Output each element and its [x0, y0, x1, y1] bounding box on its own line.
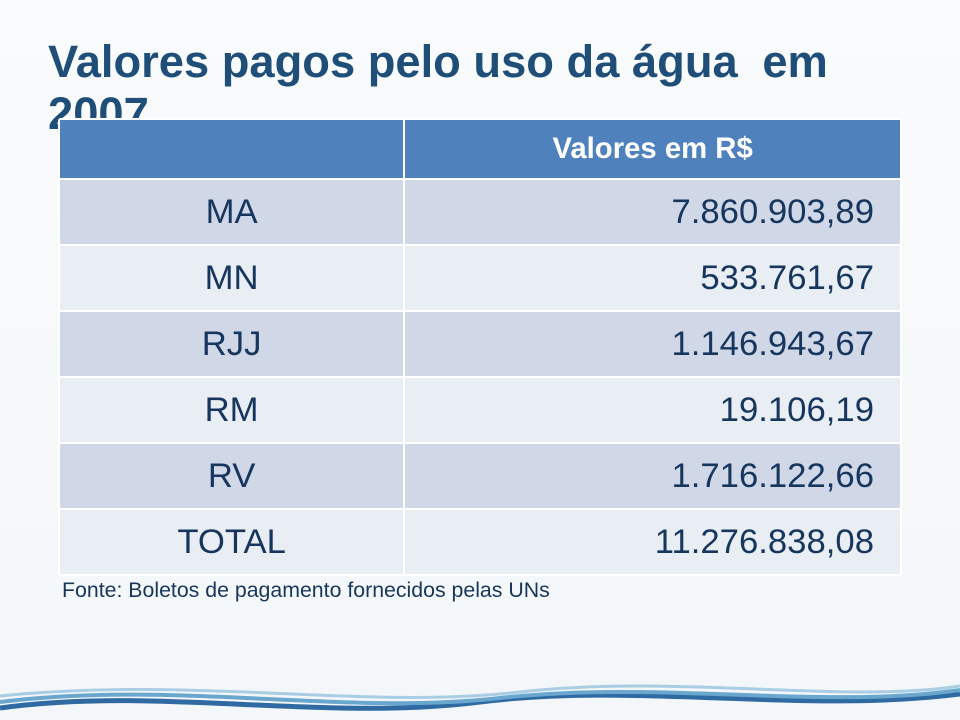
table-row: RM 19.106,19 [59, 377, 901, 443]
row-value: 19.106,19 [404, 377, 901, 443]
title-part1: Valores pagos pelo uso da água [48, 36, 738, 87]
row-label: MA [59, 179, 404, 245]
row-label: RM [59, 377, 404, 443]
table-body: MA 7.860.903,89 MN 533.761,67 RJJ 1.146.… [59, 179, 901, 575]
table-row: MN 533.761,67 [59, 245, 901, 311]
table-row: TOTAL 11.276.838,08 [59, 509, 901, 575]
footnote: Fonte: Boletos de pagamento fornecidos p… [62, 578, 550, 603]
row-label: MN [59, 245, 404, 311]
row-value: 1.716.122,66 [404, 443, 901, 509]
values-table: Valores em R$ MA 7.860.903,89 MN 533.761… [58, 118, 902, 576]
row-label: TOTAL [59, 509, 404, 575]
slide: Valores pagos pelo uso da água em 2007 V… [0, 0, 960, 720]
table: Valores em R$ MA 7.860.903,89 MN 533.761… [58, 118, 902, 576]
table-row: MA 7.860.903,89 [59, 179, 901, 245]
row-value: 7.860.903,89 [404, 179, 901, 245]
table-header-row: Valores em R$ [59, 119, 901, 179]
col-header-values: Valores em R$ [404, 119, 901, 179]
table-row: RJJ 1.146.943,67 [59, 311, 901, 377]
col-header-empty [59, 119, 404, 179]
row-value: 11.276.838,08 [404, 509, 901, 575]
row-label: RJJ [59, 311, 404, 377]
row-value: 1.146.943,67 [404, 311, 901, 377]
row-label: RV [59, 443, 404, 509]
row-value: 533.761,67 [404, 245, 901, 311]
table-row: RV 1.716.122,66 [59, 443, 901, 509]
decorative-wave [0, 674, 960, 720]
